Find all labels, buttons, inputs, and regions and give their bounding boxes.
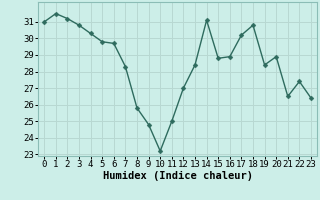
X-axis label: Humidex (Indice chaleur): Humidex (Indice chaleur) — [103, 171, 252, 181]
